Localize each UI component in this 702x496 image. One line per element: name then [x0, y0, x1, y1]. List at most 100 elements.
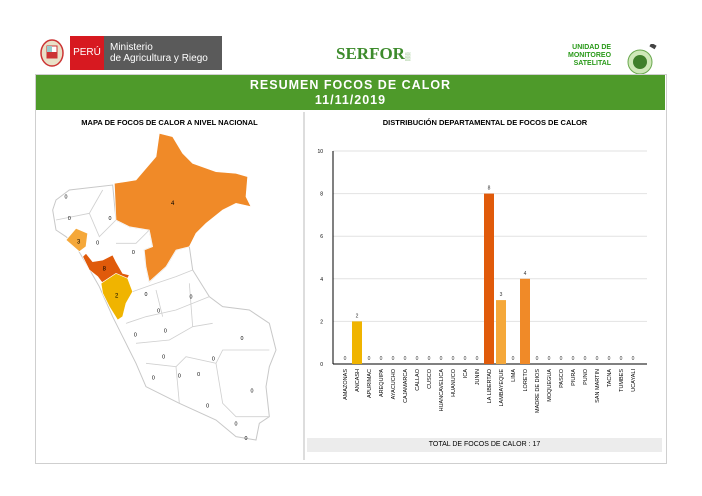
x-tick-label: CAJAMARCA	[403, 369, 409, 403]
map-zero-label: 0	[241, 336, 244, 342]
unit-line1: UNIDAD DE	[572, 44, 612, 51]
map-zero-label: 0	[235, 421, 238, 427]
y-tick-label: 10	[317, 149, 323, 155]
report-date: 11/11/2019	[314, 93, 387, 107]
department-borders	[55, 189, 270, 418]
bar-lambayeque	[496, 300, 506, 364]
report-title: RESUMEN FOCOS DE CALOR	[249, 78, 452, 92]
y-tick-label: 8	[320, 192, 323, 198]
unit-line2: MONITOREO	[568, 52, 612, 59]
map-zero-label: 0	[132, 250, 135, 256]
map-label-loreto: 4	[171, 201, 175, 207]
data-label: 0	[632, 356, 635, 362]
x-tick-label: LA LIBERTAD	[487, 369, 493, 403]
data-label: 0	[464, 356, 467, 362]
data-label: 0	[416, 356, 419, 362]
map-title: MAPA DE FOCOS DE CALOR A NIVEL NACIONAL	[81, 118, 258, 127]
data-label: 0	[548, 356, 551, 362]
data-label: 0	[572, 356, 575, 362]
ministry-line2: de Agricultura y Riego	[110, 53, 208, 64]
coat-of-arms-logo	[40, 38, 64, 68]
satellite-globe-icon	[626, 42, 657, 75]
data-label: 0	[368, 356, 371, 362]
x-tick-label: PUNO	[583, 368, 589, 385]
data-label: 0	[452, 356, 455, 362]
data-label: 2	[356, 313, 359, 319]
map-zero-label: 0	[65, 194, 68, 200]
y-tick-label: 0	[320, 362, 323, 368]
x-tick-label: LORETO	[523, 368, 529, 391]
x-tick-label: APURIMAC	[367, 369, 373, 398]
unit-logo-text: UNIDAD DE MONITOREO SATELITAL	[568, 44, 611, 68]
x-tick-label: CALLAO	[415, 368, 421, 390]
region-lambayeque	[65, 227, 89, 253]
x-tick-label: HUANUCO	[451, 368, 457, 397]
title-banner: RESUMEN FOCOS DE CALOR 11/11/2019	[36, 75, 665, 110]
map-zero-labels: 0 0 0 0 0 0 0 0 0 0 0 0 0 0 0 0 0 0 0 0	[65, 194, 254, 442]
chart-title: DISTRIBUCIÓN DEPARTAMENTAL DE FOCOS DE C…	[382, 118, 588, 127]
x-tick-label: LAMBAYEQUE	[499, 369, 505, 407]
x-tick-label: PASCO	[559, 368, 565, 388]
x-tick-label: ICA	[463, 369, 469, 379]
map-zero-label: 0	[109, 216, 112, 222]
data-label: 8	[488, 186, 491, 192]
x-tick-label: AREQUIPA	[379, 369, 385, 397]
y-tick-label: 4	[320, 277, 323, 283]
y-tick-label: 2	[320, 319, 323, 325]
ministry-logo: PERÚ Ministerio de Agricultura y Riego	[70, 36, 222, 70]
map-panel: MAPA DE FOCOS DE CALOR A NIVEL NACIONAL …	[36, 112, 305, 460]
data-label: 0	[560, 356, 563, 362]
map-zero-label: 0	[162, 355, 165, 361]
serfor-text: SERFOR	[336, 44, 405, 63]
data-label: 0	[392, 356, 395, 362]
x-tick-label: PIURA	[571, 369, 577, 386]
map-zero-label: 0	[206, 403, 209, 409]
data-label: 0	[608, 356, 611, 362]
map-zero-label: 0	[68, 216, 71, 222]
report-frame	[35, 74, 667, 464]
data-label: 0	[428, 356, 431, 362]
x-tick-label: HUANCAVELICA	[439, 369, 445, 412]
x-tick-label: MOQUEGUA	[547, 369, 553, 402]
data-label: 0	[512, 356, 515, 362]
map-zero-label: 0	[245, 436, 248, 442]
x-tick-label: AYACUCHO	[391, 368, 397, 399]
data-label: 0	[344, 356, 347, 362]
map-zero-label: 0	[152, 375, 155, 381]
map-zero-label: 0	[157, 309, 160, 315]
y-tick-label: 6	[320, 234, 323, 240]
x-tick-label: TUMBES	[619, 369, 625, 392]
data-label: 0	[440, 356, 443, 362]
x-tick-label: AMAZONAS	[343, 369, 349, 400]
x-tick-label: MADRE DE DIOS	[535, 369, 541, 413]
data-label: 4	[524, 271, 527, 277]
data-label: 0	[476, 356, 479, 362]
peru-label: PERÚ	[70, 36, 104, 70]
ministry-line1: Ministerio	[110, 42, 153, 53]
bar-ancash	[352, 321, 362, 364]
data-label: 3	[500, 292, 503, 298]
map-zero-label: 0	[134, 333, 137, 339]
x-tick-label: UCAYALI	[631, 369, 637, 392]
map-label-la-libertad: 8	[103, 267, 107, 273]
data-label: 0	[584, 356, 587, 362]
map-zero-label: 0	[145, 292, 148, 298]
region-ancash	[100, 272, 134, 321]
x-tick-label: SAN MARTIN	[595, 369, 601, 403]
map-label-ancash: 2	[115, 293, 119, 299]
x-tick-label: TACNA	[607, 369, 613, 388]
map-zero-label: 0	[164, 329, 167, 335]
region-loreto	[113, 132, 252, 283]
x-tick-label: JUNIN	[475, 369, 481, 385]
ministry-name: Ministerio de Agricultura y Riego	[110, 42, 208, 64]
bar-loreto	[520, 278, 530, 364]
bar-la-libertad	[484, 193, 494, 364]
x-tick-label: CUSCO	[427, 368, 433, 389]
map-label-lambayeque: 3	[77, 239, 81, 245]
map-zero-label: 0	[197, 372, 200, 378]
total-hotspots: TOTAL DE FOCOS DE CALOR : 17	[307, 438, 662, 452]
bar-chart: 0 2 4 6 8 10 0 AMAZONAS 2 ANCASH 0 APURIMAC 0 AREQUIP…	[317, 149, 647, 413]
x-tick-label: LIMA	[511, 369, 517, 382]
data-label: 0	[596, 356, 599, 362]
